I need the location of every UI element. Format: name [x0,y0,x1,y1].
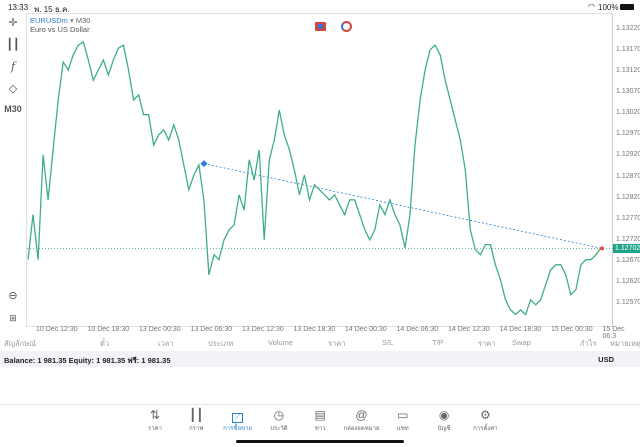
column-header[interactable]: ตั๋ว [100,339,110,348]
column-header[interactable]: หมายเหตุ [610,339,640,348]
battery-icon [620,4,634,10]
column-header[interactable]: สัญลักษณ์ [4,339,37,348]
time-tick: 14 Dec 00:30 [345,326,387,333]
time-tick: 13 Dec 18:30 [293,326,336,333]
status-time: 13:33 [8,3,29,12]
one-click-trading-icon[interactable] [341,21,352,32]
trendline-handle-start[interactable] [200,160,208,168]
price-tick: 1.12720 [616,235,640,243]
nav-chat[interactable]: ▭ แชท [383,408,423,433]
flag-icon [315,22,326,31]
time-tick: 13 Dec 12:30 [242,326,284,333]
chart-symbol-header[interactable]: EURUSDm ▾ M30 [30,16,91,25]
wifi-icon: ◠ [588,2,595,11]
column-header[interactable]: ประเภท [208,339,234,348]
mailbox-icon: @ [355,408,368,422]
column-header[interactable]: กำไร [580,339,597,348]
time-tick: 14 Dec 18:30 [499,326,542,333]
status-bar: 13:33 พ. 15 ธ.ค. ◠ 100% [0,0,640,14]
quotes-icon: ⇅ [149,408,161,422]
nav-settings[interactable]: ⚙ การตั้งค่า [465,408,505,433]
time-tick: 15 Dec 00:30 [551,326,593,333]
price-tick: 1.13020 [616,109,640,117]
objects-icon[interactable]: ◇ [8,83,18,95]
price-tick: 1.13120 [616,67,640,75]
zoom-out-icon[interactable]: ⊖ [8,290,18,302]
settings-icon: ⚙ [480,408,491,422]
chart-icon: ┃┃ [189,408,204,422]
nav-account[interactable]: ◉ บัญชี [424,408,464,433]
time-tick: 15 Dec 06:3 [602,326,625,340]
news-icon: ▤ [314,408,326,422]
current-price-tag: 1.12702 [613,244,640,253]
column-header[interactable]: เวลา [158,339,174,348]
symbol-name: EURUSDm [30,16,68,25]
time-tick: 13 Dec 00:30 [139,326,181,333]
nav-label: แชท [396,426,409,432]
price-tick: 1.12970 [616,130,640,138]
column-header[interactable]: Volume [268,338,294,347]
trade-icon: ⟋ [218,408,258,423]
history-icon: ◷ [273,408,285,422]
candlestick-icon[interactable]: ┃┃ [6,39,20,51]
time-tick: 13 Dec 06:30 [190,326,233,333]
nav-mailbox[interactable]: @ กล่องจดหมาย [342,408,382,433]
battery-level: 100% [598,3,619,12]
price-tick: 1.12870 [616,172,640,180]
price-tick: 1.13220 [616,25,640,32]
nav-news[interactable]: ▤ ข่าว [300,408,340,433]
price-tick: 1.12820 [616,193,640,201]
column-header[interactable]: Swap [512,338,531,347]
nav-label: กราฟ [189,426,204,432]
time-tick: 14 Dec 06:30 [396,326,439,333]
chart-area[interactable]: EURUSDm ▾ M30 Euro vs US Dollar [26,13,613,327]
add-chart-icon[interactable]: ⊞ [9,313,17,323]
nav-label: ราคา [148,426,162,432]
nav-quotes[interactable]: ⇅ ราคา [135,408,175,433]
price-tick: 1.13170 [616,46,640,54]
time-tick: 14 Dec 12:30 [448,326,490,333]
price-line [27,40,602,316]
balance-row: Balance: 1 981.35 Equity: 1 981.35 ฟรี: … [0,351,640,367]
nav-label: การตั้งค่า [473,426,498,432]
price-tick: 1.12620 [616,277,640,285]
timeframe-label: M30 [75,16,91,25]
time-tick: 10 Dec 18:30 [87,326,130,333]
column-header[interactable]: T/P [432,338,444,347]
price-tick: 1.12670 [616,256,640,264]
nav-chart[interactable]: ┃┃ กราฟ [176,408,216,433]
crosshair-icon[interactable]: ✛ [8,17,18,29]
price-tick: 1.12570 [616,299,640,306]
timeframe-button[interactable]: M30 [4,104,22,114]
nav-history[interactable]: ◷ ประวัติ [259,408,299,433]
column-header[interactable]: ราคา [328,339,346,348]
nav-label: กล่องจดหมาย [343,426,380,432]
price-tick: 1.13070 [616,88,640,96]
chat-icon: ▭ [397,408,409,422]
price-tick: 1.12920 [616,151,640,159]
column-header[interactable]: ราคา [478,339,496,348]
trendline-handle-end[interactable] [600,246,604,251]
symbol-description: Euro vs US Dollar [30,25,90,34]
nav-label: การซื้อขาย [223,426,253,432]
currency-label: USD [598,355,614,364]
balance-text: Balance: 1 981.35 Equity: 1 981.35 ฟรี: … [4,356,171,365]
home-indicator [236,440,404,443]
nav-label: ข่าว [314,426,326,432]
nav-label: ประวัติ [270,426,288,432]
account-icon: ◉ [438,408,450,422]
status-date: พ. 15 ธ.ค. [34,5,70,14]
price-plot [27,40,613,316]
nav-trade[interactable]: ⟋ การซื้อขาย [218,408,258,433]
nav-label: บัญชี [437,426,451,432]
time-tick: 10 Dec 12:30 [36,326,78,333]
price-tick: 1.12770 [616,214,640,222]
column-header[interactable]: S/L [382,338,394,347]
indicators-icon[interactable]: f [10,60,16,73]
